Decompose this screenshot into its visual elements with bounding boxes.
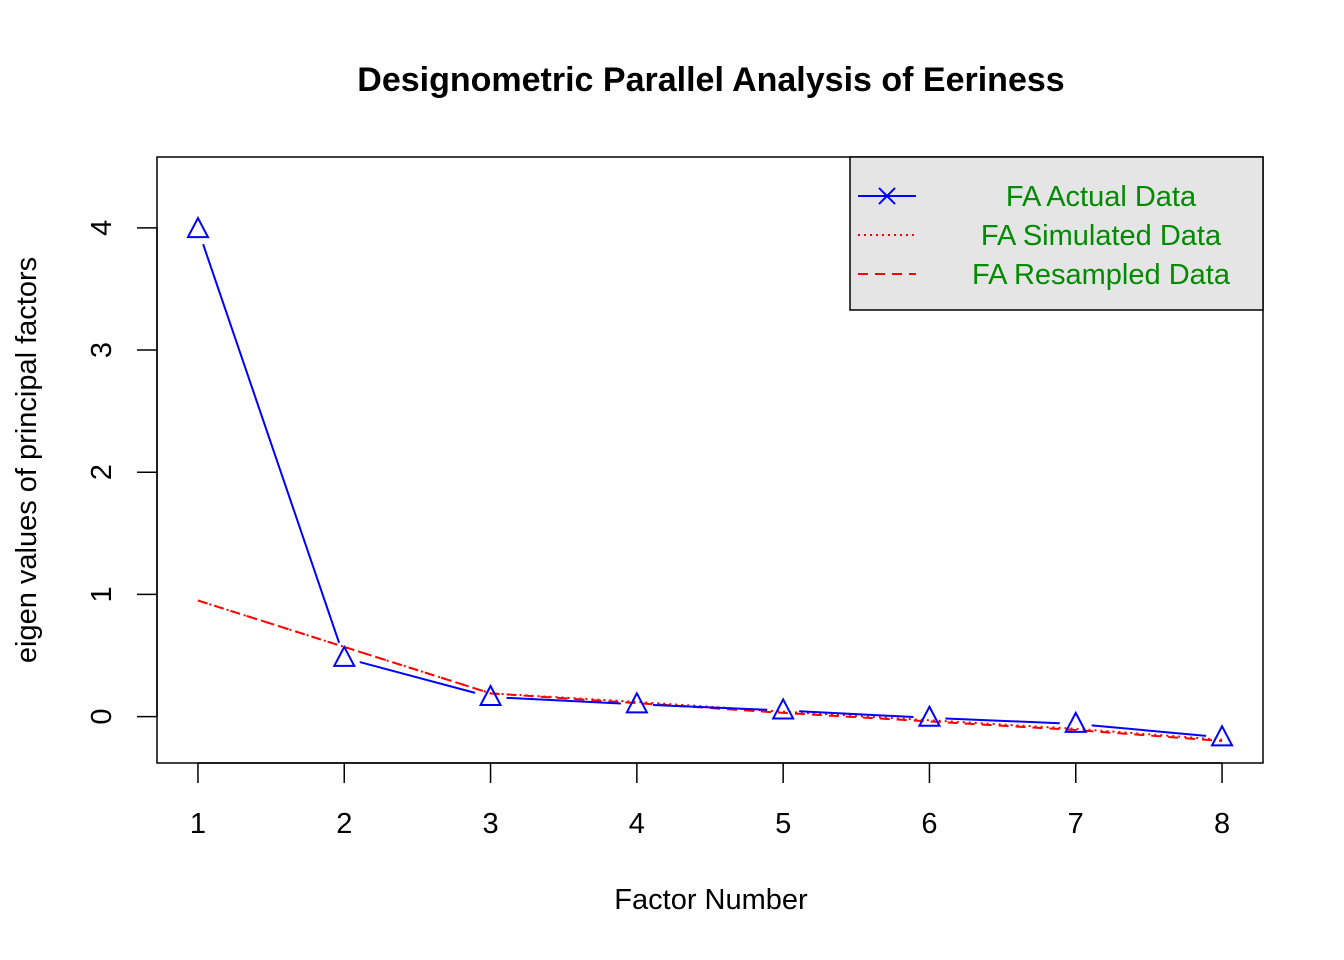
y-tick-label: 4 [86, 220, 118, 236]
series-layer [186, 215, 1234, 747]
legend-box [849, 156, 1264, 311]
x-axis: 1 2 3 4 5 6 7 8 [190, 762, 1230, 840]
y-tick-label: 0 [86, 709, 118, 725]
x-tick-label: 3 [482, 808, 498, 840]
series-segment [652, 704, 768, 711]
x-tick-label: 1 [190, 808, 206, 840]
legend-label-2: FA Resampled Data [972, 259, 1231, 291]
series-segment [799, 710, 914, 718]
series-1 [197, 599, 1223, 741]
data-point-triangle [332, 644, 356, 667]
data-point-triangle [771, 697, 795, 720]
legend: FA Actual Data FA Simulated Data FA Resamp… [849, 156, 1264, 311]
data-point-triangle [186, 215, 210, 239]
x-tick-label: 7 [1068, 808, 1084, 840]
legend-marker-x [878, 187, 896, 205]
x-tick-label: 2 [336, 808, 352, 840]
data-point-triangle [478, 683, 503, 707]
series-0 [186, 215, 1234, 747]
x-axis-label: Factor Number [614, 884, 808, 916]
series-2 [197, 599, 1223, 743]
data-point-triangle [1210, 724, 1234, 747]
y-axis: 0 1 2 3 4 [86, 220, 158, 725]
legend-label-1: FA Simulated Data [981, 220, 1222, 252]
data-point-triangle [625, 691, 649, 714]
series-segment [359, 661, 476, 694]
series-line [197, 599, 1223, 741]
series-line [197, 599, 1223, 743]
y-tick-label: 3 [86, 342, 118, 358]
y-tick-label: 2 [86, 464, 118, 480]
legend-label-0: FA Actual Data [1006, 181, 1197, 213]
series-segment [945, 717, 1060, 725]
x-tick-label: 4 [629, 808, 645, 840]
x-tick-label: 5 [775, 808, 791, 840]
data-point-triangle [917, 704, 942, 727]
series-segment [202, 243, 341, 644]
data-point-triangle [1064, 710, 1088, 733]
y-axis-label: eigen values of principal factors [11, 257, 43, 663]
series-segment [506, 696, 621, 705]
x-tick-label: 6 [921, 808, 937, 840]
series-segment [1091, 724, 1207, 737]
chart-title: Designometric Parallel Analysis of Eerin… [357, 61, 1064, 99]
x-tick-label: 8 [1214, 808, 1230, 840]
y-tick-label: 1 [86, 586, 118, 602]
